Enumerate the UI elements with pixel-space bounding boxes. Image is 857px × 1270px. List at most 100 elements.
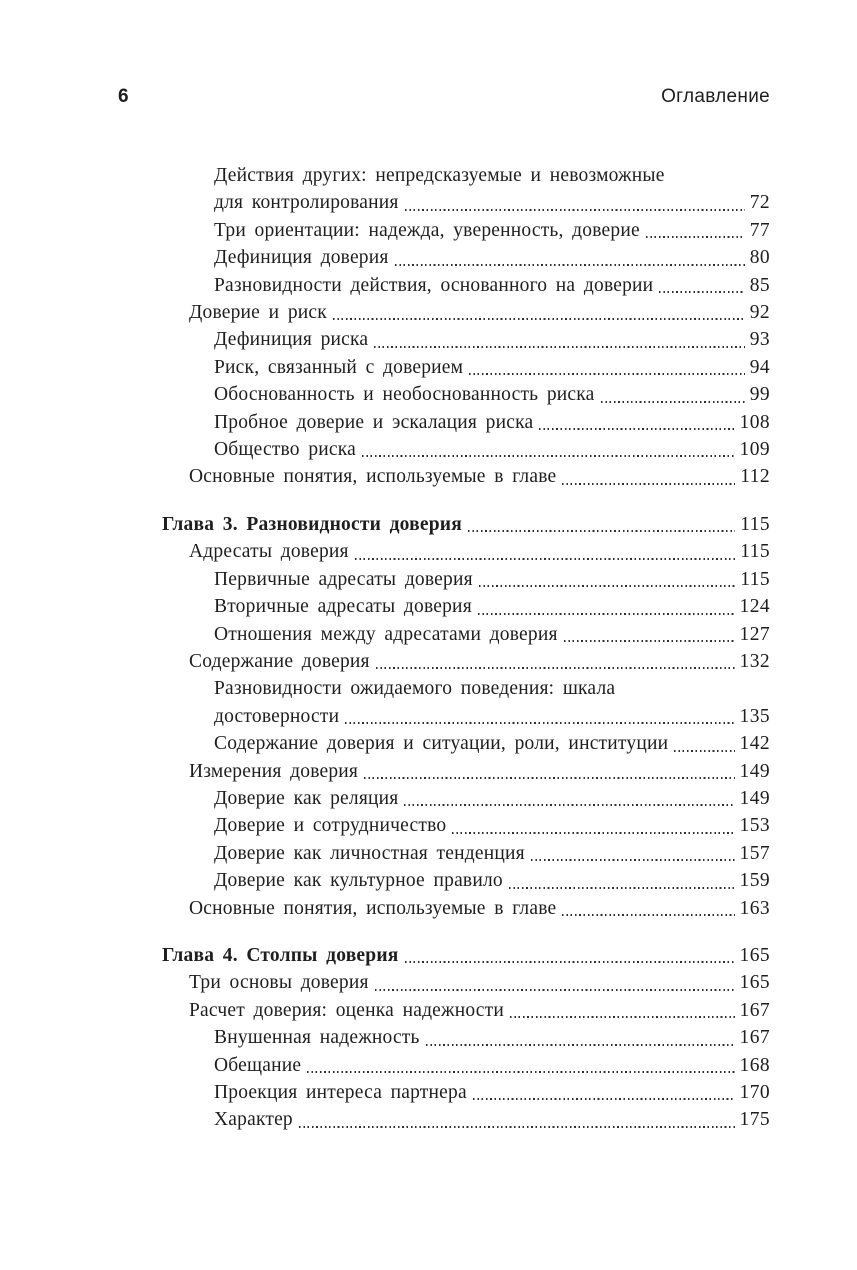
- toc-entry-page-number: 124: [739, 596, 770, 618]
- dot-leader: [364, 776, 735, 779]
- toc-entry: Пробное доверие и эскалация риска 108: [162, 409, 770, 436]
- toc-entry-title: Дефиниция риска: [214, 329, 369, 351]
- toc-entry: Риск, связанный с доверием 94: [162, 354, 770, 381]
- toc-entry-title: Глава 4. Столпы доверия: [162, 944, 399, 966]
- page-header: 6 Оглавление: [118, 86, 770, 108]
- toc-entry-page-number: 149: [739, 787, 770, 809]
- toc-entry: Отношения между адресатами доверия 127: [162, 621, 770, 648]
- toc-entry: Расчет доверия: оценка надежности 167: [162, 997, 770, 1024]
- toc: Действия других: непредсказуемые и невоз…: [162, 162, 770, 1134]
- dot-leader: [404, 804, 735, 807]
- toc-entry-title: Разновидности ожидаемого поведения: шкал…: [214, 678, 616, 700]
- toc-entry: Содержание доверия и ситуации, роли, инс…: [162, 730, 770, 757]
- toc-entry-title: Доверие как реляция: [214, 787, 399, 809]
- toc-entry-title: Внушенная надежность: [214, 1027, 420, 1049]
- dot-leader: [562, 913, 735, 916]
- toc-entry-title: Доверие и сотрудничество: [214, 815, 447, 837]
- toc-entry-title: Содержание доверия и ситуации, роли, инс…: [214, 733, 669, 755]
- toc-entry: Доверие как личностная тенденция 157: [162, 840, 770, 867]
- dot-leader: [539, 428, 735, 431]
- toc-entry-page-number: 93: [749, 329, 770, 351]
- toc-entry-title: Адресаты доверия: [189, 541, 349, 563]
- toc-entry-title: для контролирования: [214, 192, 399, 214]
- toc-section: Действия других: непредсказуемые и невоз…: [162, 162, 770, 491]
- toc-entry: Характер 175: [162, 1106, 770, 1133]
- toc-entry: Вторичные адресаты доверия 124: [162, 593, 770, 620]
- dot-leader: [425, 1043, 735, 1046]
- dot-leader: [374, 345, 745, 348]
- toc-entry-page-number: 108: [739, 411, 770, 433]
- dot-leader: [362, 455, 735, 458]
- dot-leader: [530, 859, 735, 862]
- toc-entry: Действия других: непредсказуемые и невоз…: [162, 162, 770, 189]
- toc-entry-page-number: 72: [749, 192, 770, 214]
- dot-leader: [659, 291, 745, 294]
- toc-entry-page-number: 132: [739, 650, 770, 672]
- toc-entry-title: достоверности: [214, 705, 340, 727]
- toc-entry-title: Доверие как личностная тенденция: [214, 842, 525, 864]
- toc-entry-page-number: 80: [749, 247, 770, 269]
- toc-entry: Три ориентации: надежда, уверенность, до…: [162, 217, 770, 244]
- toc-section: Глава 4. Столпы доверия 165 Три основы дов…: [162, 942, 770, 1134]
- toc-entry-title: Пробное доверие и эскалация риска: [214, 411, 534, 433]
- toc-entry: Разновидности действия, основанного на д…: [162, 272, 770, 299]
- folio-page-number: 6: [118, 86, 129, 107]
- dot-leader: [472, 1098, 735, 1101]
- toc-entry-page-number: 157: [739, 842, 770, 864]
- toc-entry-page-number: 135: [739, 705, 770, 727]
- toc-entry-title: Обоснованность и необоснованность риска: [214, 384, 595, 406]
- toc-entry: Первичные адресаты доверия 115: [162, 566, 770, 593]
- toc-entry-title: Три ориентации: надежда, уверенность, до…: [214, 219, 640, 241]
- toc-entry-title: Отношения между адресатами доверия: [214, 623, 558, 645]
- toc-entry: Дефиниция риска 93: [162, 326, 770, 353]
- toc-entry-page-number: 153: [739, 815, 770, 837]
- toc-entry-title: Расчет доверия: оценка надежности: [189, 999, 504, 1021]
- toc-entry: Содержание доверия 132: [162, 648, 770, 675]
- toc-entry-page-number: 168: [739, 1054, 770, 1076]
- dot-leader: [600, 400, 745, 403]
- toc-entry: Обещание 168: [162, 1052, 770, 1079]
- dot-leader: [404, 208, 745, 211]
- toc-entry-page-number: 115: [740, 568, 770, 590]
- dot-leader: [674, 749, 735, 752]
- toc-entry-title: Глава 3. Разновидности доверия: [162, 513, 462, 535]
- toc-entry-page-number: 159: [739, 870, 770, 892]
- dot-leader: [332, 318, 745, 321]
- dot-leader: [478, 585, 736, 588]
- toc-entry-title: Три основы доверия: [189, 972, 369, 994]
- toc-entry-page-number: 115: [740, 541, 770, 563]
- dot-leader: [563, 639, 735, 642]
- toc-entry-page-number: 127: [739, 623, 770, 645]
- dot-leader: [452, 831, 735, 834]
- toc-entry-page-number: 170: [739, 1082, 770, 1103]
- toc-entry-page-number: 77: [749, 219, 770, 241]
- dot-leader: [467, 530, 736, 533]
- toc-entry: Обоснованность и необоснованность риска 9…: [162, 381, 770, 408]
- dot-leader: [510, 1016, 735, 1019]
- dot-leader: [508, 886, 735, 889]
- toc-entry-page-number: 163: [739, 897, 770, 919]
- toc-chapter-entry: Глава 4. Столпы доверия 165: [162, 942, 770, 969]
- dot-leader: [375, 667, 735, 670]
- toc-entry: Общество риска 109: [162, 436, 770, 463]
- toc-entry: Три основы доверия 165: [162, 969, 770, 996]
- toc-entry: Дефиниция доверия 80: [162, 244, 770, 271]
- toc-entry: Основные понятия, используемые в главе 11…: [162, 463, 770, 490]
- toc-chapter-entry: Глава 3. Разновидности доверия 115: [162, 511, 770, 538]
- toc-entry-title: Основные понятия, используемые в главе: [189, 466, 557, 488]
- toc-entry-title: Вторичные адресаты доверия: [214, 596, 472, 618]
- toc-entry-page-number: 165: [739, 944, 770, 966]
- dot-leader: [354, 557, 736, 560]
- toc-entry-page-number: 175: [739, 1109, 770, 1131]
- toc-entry: для контролирования 72: [162, 189, 770, 216]
- toc-entry-page-number: 167: [739, 999, 770, 1021]
- toc-entry-title: Общество риска: [214, 439, 357, 461]
- toc-entry-title: Характер: [214, 1109, 293, 1131]
- toc-entry-title: Разновидности действия, основанного на д…: [214, 274, 654, 296]
- dot-leader: [645, 236, 745, 239]
- toc-entry: Доверие и сотрудничество 153: [162, 812, 770, 839]
- toc-entry-title: Проекция интереса партнера: [214, 1082, 467, 1103]
- toc-entry: Измерения доверия 149: [162, 758, 770, 785]
- toc-entry-page-number: 99: [749, 384, 770, 406]
- running-title: Оглавление: [661, 86, 770, 107]
